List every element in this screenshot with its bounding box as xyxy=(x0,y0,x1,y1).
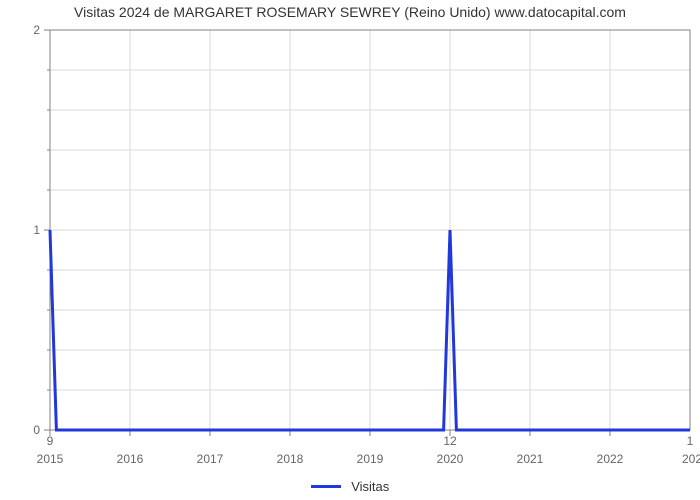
legend-label: Visitas xyxy=(351,479,389,494)
chart-title: Visitas 2024 de MARGARET ROSEMARY SEWREY… xyxy=(0,4,700,20)
x-tick-label: 2019 xyxy=(357,452,384,466)
x-tick-label: 2016 xyxy=(117,452,144,466)
chart-container: Visitas 2024 de MARGARET ROSEMARY SEWREY… xyxy=(0,0,700,500)
x-tick-label: 2022 xyxy=(597,452,624,466)
y-tick-label: 2 xyxy=(33,23,40,37)
x-tick-label: 2017 xyxy=(197,452,224,466)
legend: Visitas xyxy=(0,478,700,496)
data-point-label: 9 xyxy=(47,434,54,448)
chart-plot xyxy=(0,0,700,500)
y-tick-label: 0 xyxy=(33,423,40,437)
data-point-label: 1 xyxy=(687,434,694,448)
x-tick-label: 202 xyxy=(682,452,700,466)
x-tick-label: 2015 xyxy=(37,452,64,466)
legend-swatch xyxy=(311,485,341,488)
x-tick-label: 2018 xyxy=(277,452,304,466)
x-tick-label: 2021 xyxy=(517,452,544,466)
data-point-label: 12 xyxy=(443,434,456,448)
x-tick-label: 2020 xyxy=(437,452,464,466)
y-tick-label: 1 xyxy=(33,223,40,237)
